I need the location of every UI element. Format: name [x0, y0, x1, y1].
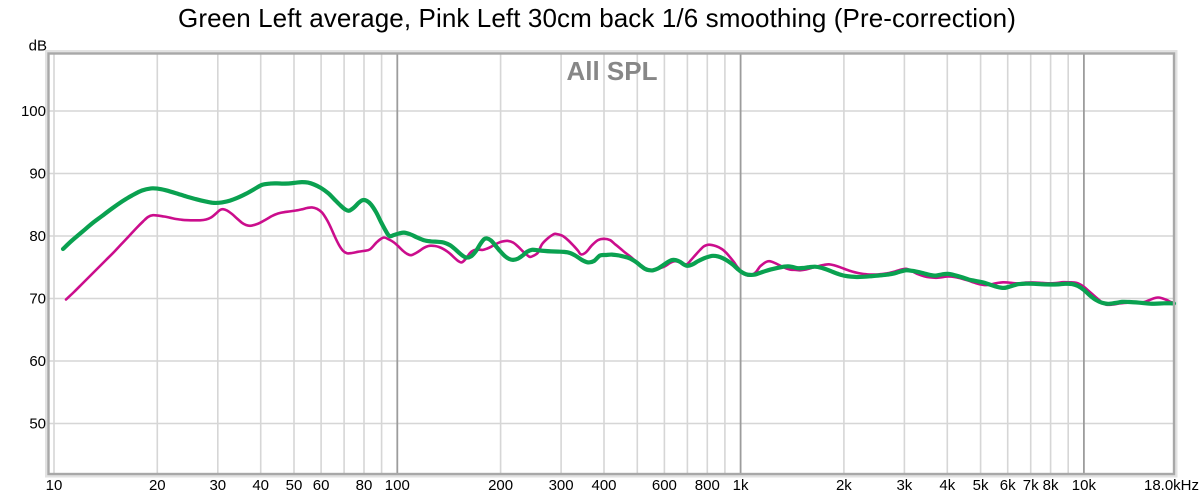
svg-text:400: 400	[591, 477, 616, 494]
svg-text:60: 60	[313, 477, 330, 494]
svg-text:dB: dB	[29, 38, 47, 55]
svg-text:10: 10	[46, 477, 63, 494]
svg-text:50: 50	[286, 477, 303, 494]
svg-text:800: 800	[695, 477, 720, 494]
svg-text:300: 300	[549, 477, 574, 494]
svg-text:All SPL: All SPL	[566, 56, 657, 86]
svg-text:100: 100	[385, 477, 410, 494]
svg-text:18.0kHz: 18.0kHz	[1144, 477, 1199, 494]
svg-text:6k: 6k	[1000, 477, 1016, 494]
svg-text:80: 80	[356, 477, 373, 494]
svg-text:30: 30	[209, 477, 226, 494]
svg-text:50: 50	[29, 416, 46, 433]
svg-text:90: 90	[29, 166, 46, 183]
svg-text:8k: 8k	[1043, 477, 1059, 494]
svg-text:40: 40	[252, 477, 269, 494]
svg-text:3k: 3k	[896, 477, 912, 494]
svg-text:60: 60	[29, 353, 46, 370]
svg-text:20: 20	[149, 477, 166, 494]
svg-text:200: 200	[488, 477, 513, 494]
svg-text:10k: 10k	[1072, 477, 1097, 494]
svg-text:600: 600	[652, 477, 677, 494]
svg-text:2k: 2k	[836, 477, 852, 494]
svg-text:4k: 4k	[939, 477, 955, 494]
svg-text:80: 80	[29, 228, 46, 245]
svg-text:100: 100	[21, 103, 46, 120]
svg-text:5k: 5k	[973, 477, 989, 494]
svg-text:70: 70	[29, 291, 46, 308]
svg-text:7k: 7k	[1023, 477, 1039, 494]
svg-text:1k: 1k	[733, 477, 749, 494]
